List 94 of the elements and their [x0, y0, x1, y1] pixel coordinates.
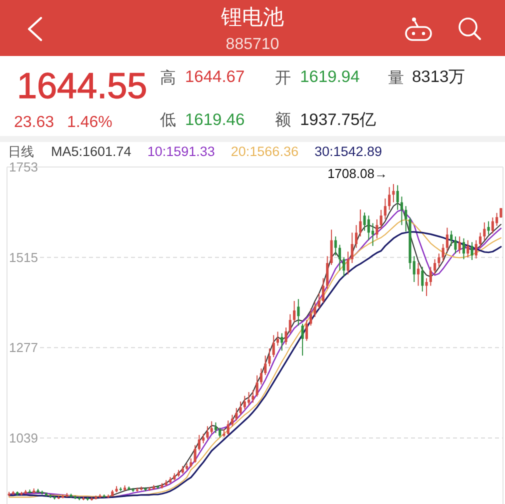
candlestick: [478, 232, 482, 248]
candlestick: [288, 314, 292, 334]
candlestick: [421, 266, 424, 292]
candlestick: [392, 184, 395, 203]
candlestick: [372, 222, 374, 246]
candlestick: [429, 266, 432, 286]
candlestick: [466, 240, 470, 258]
text: 1937.75亿: [300, 111, 377, 129]
candlestick: [284, 327, 288, 346]
candlestick: [243, 395, 246, 410]
candlestick: [214, 422, 218, 434]
candlestick: [458, 236, 461, 254]
y-tick-label: 1039: [9, 430, 38, 446]
candlestick: [442, 244, 444, 262]
text: 8313万: [412, 68, 466, 86]
text: 1644.67: [185, 68, 245, 86]
candlestick: [363, 212, 366, 232]
candlestick: [396, 184, 399, 210]
text: 1619.94: [300, 68, 360, 86]
candlestick: [425, 278, 428, 297]
candlestick: [318, 292, 320, 310]
candlestick: [272, 334, 275, 358]
text: 额: [275, 111, 291, 129]
annotation: 1708.08→: [327, 166, 388, 182]
candlestick: [354, 224, 358, 248]
candlestick: [359, 209, 362, 237]
candlestick: [334, 236, 337, 256]
candlestick: [218, 427, 222, 438]
candlestick: [260, 368, 262, 385]
candlestick: [474, 240, 478, 259]
candlestick: [346, 251, 350, 275]
candlestick: [235, 407, 238, 422]
candlestick: [256, 374, 258, 398]
candlestick: [297, 298, 300, 326]
candlestick: [380, 209, 382, 230]
candlestick: [280, 332, 284, 352]
candlestick: [248, 392, 250, 406]
text: 1.46%: [67, 114, 112, 131]
text: 23.63: [14, 114, 54, 131]
candlestick: [416, 262, 420, 286]
text: MA5:1601.74: [51, 144, 132, 159]
candlestick: [252, 390, 254, 404]
candlestick: [292, 300, 296, 322]
text: 量: [388, 70, 404, 87]
candlestick: [434, 258, 436, 275]
candlestick: [450, 230, 453, 246]
candlestick: [198, 434, 200, 451]
candlestick: [239, 401, 242, 416]
candlestick: [454, 236, 457, 254]
candlestick: [404, 206, 408, 232]
candlestick: [388, 186, 391, 210]
candlestick: [400, 196, 404, 226]
candlestick: [330, 229, 333, 266]
candlestick: [305, 319, 308, 342]
chart-subtitle: 885710: [226, 36, 280, 53]
text: 开: [275, 70, 291, 87]
text: 1644.55: [17, 65, 148, 106]
text: 30:1542.89: [314, 144, 382, 159]
text: 高: [160, 69, 176, 87]
candlestick: [264, 355, 267, 376]
candlestick: [350, 232, 354, 264]
candlestick: [210, 420, 213, 434]
text: 10:1591.33: [147, 144, 215, 159]
y-tick-label: 1515: [9, 250, 38, 265]
candlestick: [483, 222, 486, 241]
candlestick: [384, 198, 386, 220]
candlestick: [230, 414, 234, 427]
candlestick: [226, 420, 230, 436]
candlestick: [194, 444, 196, 464]
candlestick: [491, 216, 494, 234]
candlestick: [462, 238, 466, 260]
candlestick: [376, 218, 378, 239]
chart-title: 锂电池: [220, 6, 284, 29]
candlestick: [268, 348, 271, 367]
candlestick: [206, 426, 209, 440]
y-tick-label: 1753: [9, 160, 38, 175]
text: 20:1566.36: [230, 144, 298, 159]
text: 低: [160, 112, 176, 129]
candlestick: [326, 256, 329, 290]
candlestick: [338, 244, 342, 272]
candlestick: [438, 253, 440, 268]
text: 1619.46: [185, 111, 245, 129]
candlestick: [301, 323, 304, 356]
y-tick-label: 1277: [9, 340, 38, 356]
candlestick: [314, 302, 316, 318]
candlestick: [487, 220, 490, 236]
candlestick: [322, 278, 324, 304]
candlestick: [446, 227, 448, 252]
candlestick: [276, 331, 280, 346]
candlestick: [470, 242, 474, 260]
legend-title: 日线: [8, 144, 34, 159]
candlestick: [367, 215, 370, 241]
candlestick: [310, 308, 312, 326]
candlestick: [342, 256, 346, 277]
